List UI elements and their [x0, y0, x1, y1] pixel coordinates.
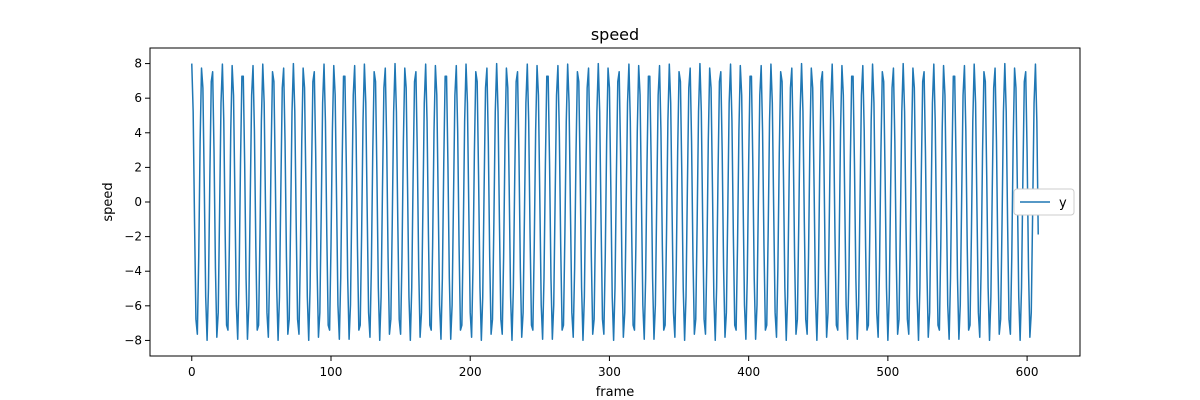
x-tick-label: 300 — [598, 365, 621, 379]
y-tick-label: 4 — [134, 126, 142, 140]
x-tick-label: 100 — [320, 365, 343, 379]
y-tick-label: 8 — [134, 57, 142, 71]
x-tick-label: 400 — [737, 365, 760, 379]
y-tick-label: 2 — [134, 160, 142, 174]
chart-title: speed — [591, 25, 639, 44]
y-tick-label: 6 — [134, 91, 142, 105]
y-axis: −8 −6 −4 −2 0 2 4 6 8 — [124, 57, 150, 347]
y-tick-label: −6 — [124, 299, 142, 313]
x-tick-label: 600 — [1016, 365, 1039, 379]
y-axis-label: speed — [101, 182, 116, 221]
x-axis: 0 100 200 300 400 500 600 — [188, 356, 1039, 379]
x-tick-label: 200 — [459, 365, 482, 379]
y-tick-label: −2 — [124, 230, 142, 244]
x-axis-label: frame — [596, 385, 635, 400]
y-tick-label: 0 — [134, 195, 142, 209]
series-layer — [191, 62, 1039, 342]
legend-label: y — [1059, 196, 1067, 211]
legend: y — [1013, 188, 1075, 216]
x-tick-label: 500 — [876, 365, 899, 379]
y-tick-label: −8 — [124, 333, 142, 347]
x-tick-label: 0 — [188, 365, 196, 379]
series-line-0 — [191, 62, 1039, 342]
y-tick-label: −4 — [124, 264, 142, 278]
